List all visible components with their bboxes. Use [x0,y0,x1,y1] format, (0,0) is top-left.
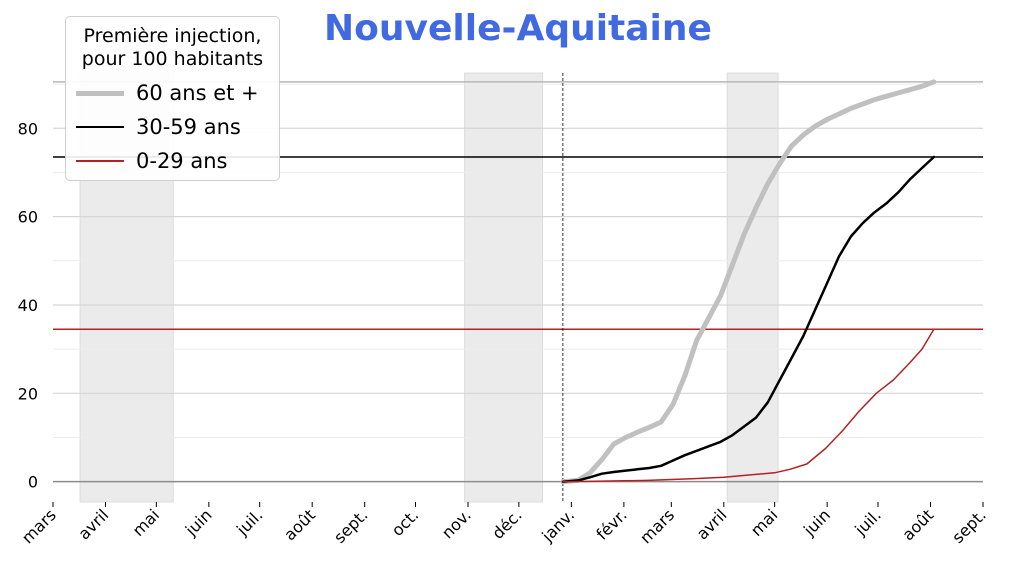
x-tick-label-4: juil. [232,505,266,539]
x-tick-label-18: sept. [948,505,990,547]
series-line-1 [561,155,936,483]
y-tick-label-40: 40 [18,296,38,315]
x-tick-label-7: oct. [388,505,423,540]
x-tick-label-13: avril [693,505,731,543]
x-tick-label-14: mai [747,505,782,540]
legend-title-line-2: pour 100 habitants [81,48,264,70]
shaded-period-1 [464,72,544,503]
legend-item-60-plus: 60 ans et + [76,81,259,105]
gridlines [53,83,983,483]
series-lines [560,79,937,485]
legend-swatch-0-29 [76,160,124,162]
x-tick-label-3: juin [181,505,216,540]
x-tick-label-6: sept. [330,505,372,547]
x-tick-label-10: janv. [537,505,578,546]
x-axis: mars avril mai juin juil. août sept. oct. nov. dé… [18,502,990,547]
x-tick-label-17: août [898,505,937,544]
x-tick-label-16: juil. [850,505,884,539]
y-tick-label-60: 60 [18,208,38,227]
y-tick-label-0: 0 [28,473,38,492]
legend-title: Première injection, pour 100 habitants [66,25,279,71]
legend-swatch-60-plus [76,90,124,96]
x-tick-label-1: avril [74,505,112,543]
x-tick-label-15: juin [799,505,834,540]
legend-item-30-59: 30-59 ans [76,115,241,139]
x-tick-label-12: mars [636,505,678,547]
legend-item-0-29: 0-29 ans [76,149,227,173]
legend-title-line-1: Première injection, [83,25,262,47]
chart-title: Nouvelle-Aquitaine [324,8,712,49]
legend: Première injection, pour 100 habitants 6… [65,16,280,181]
legend-label-60-plus: 60 ans et + [136,81,259,105]
legend-label-30-59: 30-59 ans [136,115,241,139]
x-tick-label-0: mars [18,505,60,547]
x-tick-label-11: févr. [592,505,630,543]
x-tick-label-9: déc. [488,505,525,542]
shaded-period-2 [726,72,779,503]
legend-label-0-29: 0-29 ans [136,149,228,173]
y-axis: 0 20 40 60 80 [18,119,38,491]
legend-swatch-30-59 [76,125,124,129]
x-tick-label-8: nov. [438,505,475,542]
y-tick-label-20: 20 [18,384,38,403]
series-line-0 [560,79,937,485]
series-line-2 [562,328,935,483]
x-tick-label-2: mai [129,505,164,540]
y-tick-label-80: 80 [18,119,38,138]
x-tick-label-5: août [280,505,319,544]
